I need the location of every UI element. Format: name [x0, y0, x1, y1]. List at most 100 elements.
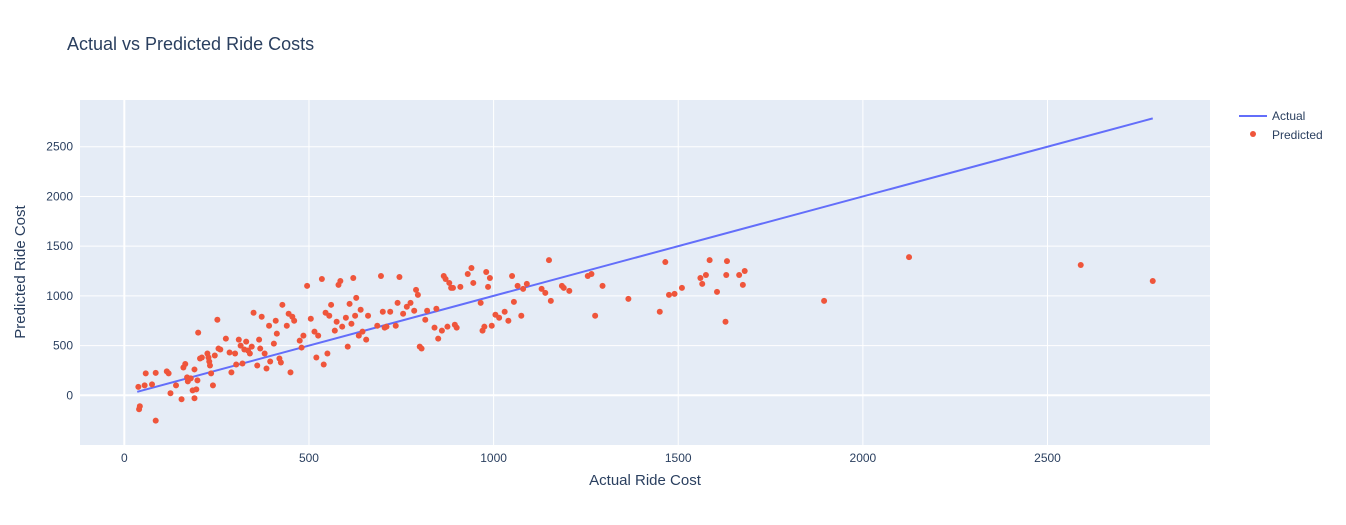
predicted-point[interactable]: [723, 319, 729, 325]
predicted-point[interactable]: [262, 351, 268, 357]
predicted-point[interactable]: [291, 318, 297, 324]
predicted-point[interactable]: [662, 259, 668, 265]
predicted-point[interactable]: [408, 300, 414, 306]
predicted-point[interactable]: [137, 403, 143, 409]
predicted-point[interactable]: [167, 390, 173, 396]
predicted-point[interactable]: [450, 285, 456, 291]
predicted-point[interactable]: [249, 344, 255, 350]
predicted-point[interactable]: [273, 318, 279, 324]
predicted-point[interactable]: [515, 283, 521, 289]
predicted-point[interactable]: [239, 360, 245, 366]
predicted-point[interactable]: [666, 292, 672, 298]
predicted-point[interactable]: [179, 396, 185, 402]
legend-item-actual[interactable]: Actual: [1239, 109, 1305, 123]
predicted-point[interactable]: [257, 346, 263, 352]
predicted-point[interactable]: [232, 351, 238, 357]
predicted-point[interactable]: [524, 281, 530, 287]
predicted-point[interactable]: [422, 317, 428, 323]
predicted-point[interactable]: [207, 362, 213, 368]
predicted-point[interactable]: [740, 282, 746, 288]
predicted-point[interactable]: [247, 351, 253, 357]
predicted-point[interactable]: [457, 284, 463, 290]
predicted-point[interactable]: [300, 333, 306, 339]
predicted-point[interactable]: [350, 275, 356, 281]
predicted-point[interactable]: [600, 283, 606, 289]
predicted-point[interactable]: [227, 350, 233, 356]
predicted-point[interactable]: [193, 386, 199, 392]
predicted-point[interactable]: [481, 324, 487, 330]
predicted-point[interactable]: [419, 346, 425, 352]
predicted-point[interactable]: [217, 347, 223, 353]
predicted-point[interactable]: [518, 313, 524, 319]
predicted-point[interactable]: [363, 337, 369, 343]
predicted-point[interactable]: [279, 302, 285, 308]
predicted-point[interactable]: [561, 285, 567, 291]
predicted-point[interactable]: [182, 361, 188, 367]
predicted-point[interactable]: [274, 331, 280, 337]
predicted-point[interactable]: [321, 361, 327, 367]
predicted-point[interactable]: [546, 257, 552, 263]
predicted-point[interactable]: [400, 311, 406, 317]
predicted-point[interactable]: [153, 370, 159, 376]
predicted-point[interactable]: [393, 323, 399, 329]
predicted-point[interactable]: [483, 269, 489, 275]
predicted-point[interactable]: [149, 381, 155, 387]
predicted-point[interactable]: [326, 313, 332, 319]
predicted-point[interactable]: [468, 265, 474, 271]
predicted-point[interactable]: [143, 370, 149, 376]
predicted-point[interactable]: [358, 307, 364, 313]
predicted-point[interactable]: [657, 309, 663, 315]
predicted-point[interactable]: [267, 358, 273, 364]
predicted-point[interactable]: [334, 319, 340, 325]
predicted-point[interactable]: [384, 324, 390, 330]
predicted-point[interactable]: [339, 324, 345, 330]
predicted-point[interactable]: [672, 291, 678, 297]
predicted-point[interactable]: [233, 361, 239, 367]
predicted-point[interactable]: [278, 359, 284, 365]
predicted-point[interactable]: [714, 289, 720, 295]
predicted-point[interactable]: [724, 258, 730, 264]
predicted-point[interactable]: [435, 336, 441, 342]
predicted-point[interactable]: [313, 355, 319, 361]
predicted-point[interactable]: [263, 365, 269, 371]
predicted-point[interactable]: [191, 366, 197, 372]
predicted-point[interactable]: [324, 351, 330, 357]
predicted-point[interactable]: [315, 333, 321, 339]
predicted-point[interactable]: [395, 300, 401, 306]
predicted-point[interactable]: [566, 288, 572, 294]
predicted-point[interactable]: [906, 254, 912, 260]
predicted-point[interactable]: [191, 395, 197, 401]
predicted-point[interactable]: [332, 328, 338, 334]
predicted-point[interactable]: [243, 339, 249, 345]
predicted-point[interactable]: [308, 316, 314, 322]
legend-item-predicted[interactable]: Predicted: [1250, 128, 1323, 142]
predicted-point[interactable]: [345, 344, 351, 350]
predicted-point[interactable]: [254, 362, 260, 368]
predicted-point[interactable]: [505, 318, 511, 324]
predicted-point[interactable]: [433, 306, 439, 312]
predicted-point[interactable]: [489, 323, 495, 329]
predicted-point[interactable]: [1150, 278, 1156, 284]
predicted-point[interactable]: [511, 299, 517, 305]
predicted-point[interactable]: [465, 271, 471, 277]
predicted-point[interactable]: [337, 278, 343, 284]
predicted-point[interactable]: [271, 341, 277, 347]
predicted-point[interactable]: [360, 329, 366, 335]
predicted-point[interactable]: [679, 285, 685, 291]
predicted-point[interactable]: [299, 345, 305, 351]
predicted-point[interactable]: [736, 272, 742, 278]
predicted-point[interactable]: [212, 353, 218, 359]
predicted-point[interactable]: [287, 369, 293, 375]
predicted-point[interactable]: [348, 321, 354, 327]
predicted-point[interactable]: [236, 337, 242, 343]
predicted-point[interactable]: [415, 292, 421, 298]
predicted-point[interactable]: [470, 280, 476, 286]
predicted-point[interactable]: [166, 370, 172, 376]
predicted-point[interactable]: [378, 273, 384, 279]
predicted-point[interactable]: [1078, 262, 1084, 268]
plot-area[interactable]: [80, 100, 1210, 445]
predicted-point[interactable]: [723, 272, 729, 278]
predicted-point[interactable]: [424, 308, 430, 314]
predicted-point[interactable]: [707, 257, 713, 263]
predicted-point[interactable]: [153, 418, 159, 424]
